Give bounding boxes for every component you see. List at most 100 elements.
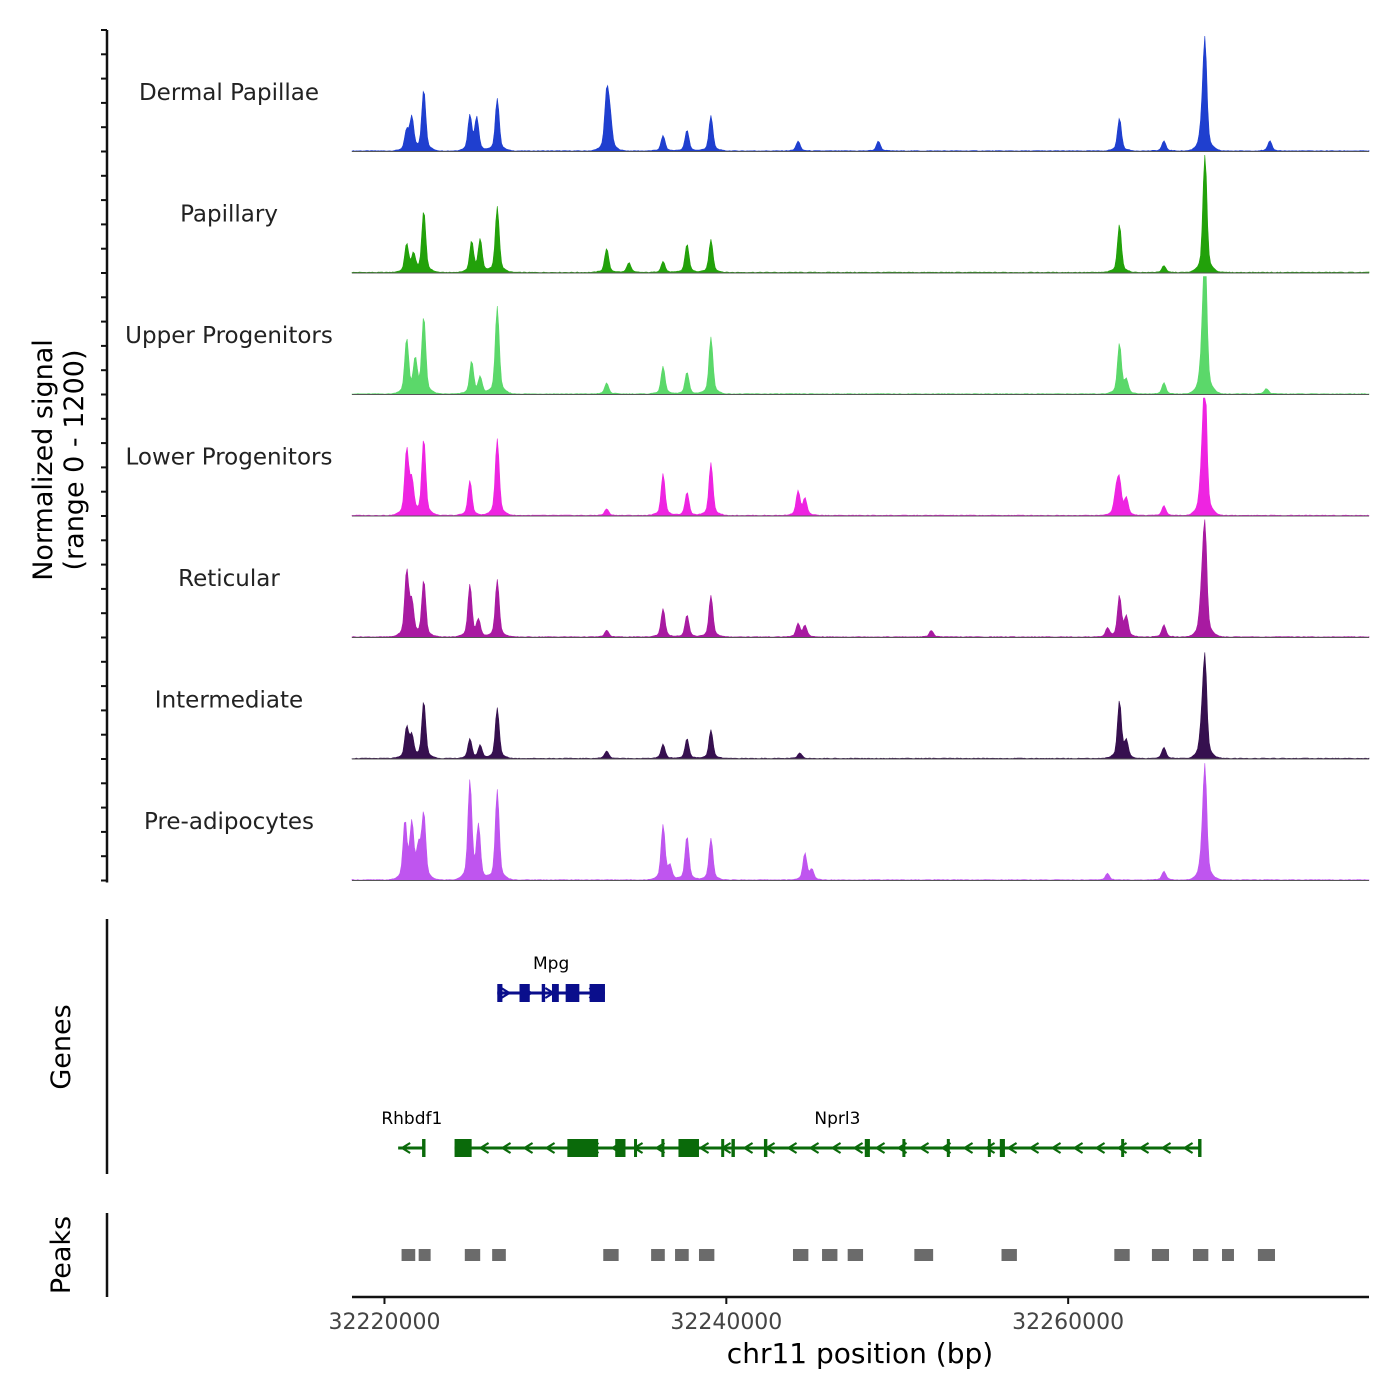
exon [634,1139,638,1157]
track-0: Dermal Papillae [139,35,1370,152]
peak-region [1151,1249,1170,1261]
strand-arrow [544,1142,556,1154]
exon [987,1139,991,1157]
strand-arrow [852,1142,864,1154]
coverage-area-1 [351,154,1370,274]
genes-panel-label: Genes [46,1004,77,1089]
peak-region [464,1249,481,1261]
exon [422,1139,426,1157]
peak-region [847,1249,864,1261]
y-axis-title: Normalized signal [28,339,59,581]
strand-arrow [874,1142,886,1154]
peak-region [675,1249,689,1261]
peak-region [1192,1249,1209,1261]
exon [731,1139,735,1157]
peak-region [1222,1249,1234,1261]
peak-region [822,1249,838,1261]
strand-arrow [400,1142,411,1154]
peak-region [603,1249,619,1261]
exon [565,984,580,1002]
peak-region [1114,1249,1130,1261]
strand-arrow [786,1142,798,1154]
peak-region [1257,1249,1275,1261]
strand-arrow [1138,1142,1150,1154]
track-label: Pre-adipocytes [144,809,314,835]
track-label: Intermediate [155,688,303,714]
gene-nprl3: Nprl3 [454,1109,1202,1157]
track-1: Papillary [180,154,1370,274]
exon [615,1139,626,1157]
coverage-area-6 [351,763,1370,881]
gene-mpg: Mpg [497,954,605,1002]
exon [567,1139,599,1157]
strand-arrow [742,1142,754,1154]
strand-arrow [808,1142,820,1154]
strand-arrow [1006,1142,1018,1154]
track-label: Reticular [178,566,280,592]
peaks-panel-label: Peaks [46,1216,77,1294]
peak-region [914,1249,934,1261]
strand-arrow [1182,1142,1194,1154]
track-6: Pre-adipocytes [144,763,1370,881]
track-4: Reticular [178,519,1370,638]
exon [551,984,559,1002]
strand-arrow [962,1142,974,1154]
strand-arrow [918,1142,930,1154]
y-axis-range-label: (range 0 - 1200) [59,350,90,571]
exon [946,1139,950,1157]
exon [589,984,605,1002]
strand-arrow [522,1142,534,1154]
strand-arrow [698,1142,710,1154]
exon [763,1139,768,1157]
track-2: Upper Progenitors [125,276,1370,395]
exon [519,984,530,1002]
axes: 32220000 32240000 32260000 [101,29,1369,1335]
coverage-tracks: Dermal Papillae Papillary Upper Progenitor… [125,35,1370,881]
exon [721,1139,725,1157]
strand-arrow [1160,1142,1172,1154]
coverage-area-3 [351,397,1370,517]
coverage-area-4 [351,519,1370,638]
peak-region [1001,1249,1017,1261]
strand-arrow [830,1142,842,1154]
track-label: Papillary [180,202,278,228]
x-tick-label: 32220000 [328,1310,440,1335]
exon [497,984,503,1002]
gene-rhbdf1: Rhbdf1 [381,1109,442,1157]
exon [678,1139,699,1157]
exon [454,1139,472,1157]
strand-arrow [1028,1142,1040,1154]
strand-arrow [1050,1142,1062,1154]
exon [541,984,546,1002]
exon [902,1139,906,1157]
gene-track: Mpg Rhbdf1 Nprl3 [381,954,1202,1157]
strand-arrow [984,1142,996,1154]
coverage-area-5 [351,652,1370,760]
x-axis-title: chr11 position (bp) [727,1337,993,1370]
strand-arrow [1094,1142,1106,1154]
strand-arrow [1072,1142,1084,1154]
coverage-area-2 [351,276,1370,395]
track-3: Lower Progenitors [126,397,1370,517]
strand-arrow [500,987,512,999]
exon [999,1139,1005,1157]
exon [1198,1139,1202,1157]
strand-arrow [478,1142,490,1154]
x-tick-label: 32240000 [670,1310,782,1335]
axis-labels: Normalized signal (range 0 - 1200) Genes… [28,339,993,1370]
track-label: Upper Progenitors [125,323,333,349]
peak-region [651,1249,665,1261]
peaks-track [401,1249,1275,1261]
peak-region [418,1249,431,1261]
peak-region [401,1249,416,1261]
strand-arrow [500,1142,512,1154]
gene-label: Mpg [533,954,569,974]
exon [864,1139,870,1157]
peak-region [698,1249,715,1261]
x-tick-label: 32260000 [1012,1310,1124,1335]
gene-label: Nprl3 [814,1109,860,1129]
gene-label: Rhbdf1 [381,1109,442,1129]
track-label: Lower Progenitors [126,445,333,471]
peak-region [492,1249,506,1261]
